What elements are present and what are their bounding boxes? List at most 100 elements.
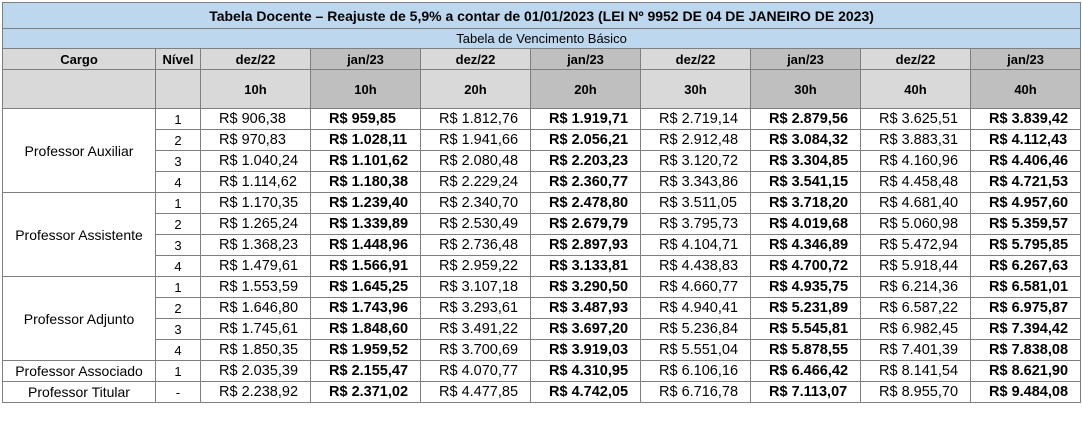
salary-dez22-cell: R$ 1.170,35: [200, 192, 311, 214]
salary-jan23-cell: R$ 1.919,71: [530, 108, 641, 130]
cargo-header-blank: [2, 69, 156, 109]
salary-jan23-cell: R$ 6.267,63: [969, 255, 1082, 277]
table-row: Professor Auxiliar 1 R$ 906,38 R$ 959,85 R$ …: [2, 108, 1082, 193]
salary-dez22-cell: R$ 2.959,22: [420, 255, 531, 277]
table-subtitle: Tabela de Vencimento Básico: [1, 28, 1082, 49]
salary-dez22-cell: R$ 2.530,49: [420, 213, 531, 235]
month-header: jan/23: [969, 48, 1082, 70]
nivel-header-blank: [155, 69, 201, 109]
cargo-cell: Professor Assistente: [2, 192, 156, 277]
nivel-cell: 3: [155, 150, 201, 172]
salary-jan23-cell: R$ 2.679,79: [530, 213, 641, 235]
salary-dez22-cell: R$ 1.553,59: [200, 276, 311, 298]
hours-header: 10h: [310, 69, 421, 109]
salary-jan23-cell: R$ 1.448,96: [310, 234, 421, 256]
table-row: Professor Titular - R$ 2.238,92 R$ 2.371,02…: [2, 381, 1082, 403]
nivel-cell: 1: [155, 192, 201, 214]
salary-jan23-cell: R$ 7.113,07: [750, 381, 861, 403]
salary-dez22-cell: R$ 1.941,66: [420, 129, 531, 151]
salary-jan23-cell: R$ 1.339,89: [310, 213, 421, 235]
salary-dez22-cell: R$ 2.912,48: [640, 129, 751, 151]
hours-header: 40h: [860, 69, 971, 109]
table-row: 3 R$ 1.368,23 R$ 1.448,96 R$ 2.736,48 R$ 2.8…: [3, 234, 1082, 256]
nivel-cell: 1: [155, 276, 201, 298]
salary-dez22-cell: R$ 4.940,41: [640, 297, 751, 319]
salary-dez22-cell: R$ 4.070,77: [420, 360, 531, 382]
cargo-header: Cargo: [2, 48, 156, 70]
salary-dez22-cell: R$ 1.850,35: [200, 339, 311, 361]
salary-jan23-cell: R$ 4.310,95: [530, 360, 641, 382]
salary-jan23-cell: R$ 2.155,47: [310, 360, 421, 382]
table-title: Tabela Docente – Reajuste de 5,9% a cont…: [1, 2, 1082, 29]
salary-jan23-cell: R$ 3.304,85: [750, 150, 861, 172]
salary-jan23-cell: R$ 2.371,02: [310, 381, 421, 403]
table-row: Professor Adjunto 1 R$ 1.553,59 R$ 1.645,25…: [2, 276, 1082, 361]
salary-dez22-cell: R$ 3.120,72: [640, 150, 751, 172]
salary-jan23-cell: R$ 3.290,50: [530, 276, 641, 298]
salary-dez22-cell: R$ 8.141,54: [860, 360, 971, 382]
nivel-cell: 1: [155, 108, 201, 130]
salary-jan23-cell: R$ 1.101,62: [310, 150, 421, 172]
salary-dez22-cell: R$ 1.646,80: [200, 297, 311, 319]
table-row: 3 R$ 1.040,24 R$ 1.101,62 R$ 2.080,48 R$ 2.2…: [3, 150, 1082, 172]
salary-jan23-cell: R$ 8.621,90: [969, 360, 1082, 382]
nivel-cell: 2: [155, 129, 201, 151]
salary-jan23-cell: R$ 5.545,81: [750, 318, 861, 340]
salary-jan23-cell: R$ 3.919,03: [530, 339, 641, 361]
nivel-cell: 1: [155, 360, 201, 382]
salary-dez22-cell: R$ 2.340,70: [420, 192, 531, 214]
salary-jan23-cell: R$ 1.239,40: [310, 192, 421, 214]
salary-dez22-cell: R$ 4.458,48: [860, 171, 971, 193]
salary-dez22-cell: R$ 1.812,76: [420, 108, 531, 130]
salary-jan23-cell: R$ 1.959,52: [310, 339, 421, 361]
month-header: jan/23: [750, 48, 861, 70]
salary-jan23-cell: R$ 2.056,21: [530, 129, 641, 151]
month-header: dez/22: [420, 48, 531, 70]
salary-jan23-cell: R$ 9.484,08: [969, 381, 1082, 403]
salary-dez22-cell: R$ 4.477,85: [420, 381, 531, 403]
salary-jan23-cell: R$ 4.019,68: [750, 213, 861, 235]
salary-dez22-cell: R$ 1.745,61: [200, 318, 311, 340]
salary-jan23-cell: R$ 5.795,85: [969, 234, 1082, 256]
salary-dez22-cell: R$ 2.238,92: [200, 381, 311, 403]
salary-dez22-cell: R$ 3.700,69: [420, 339, 531, 361]
nivel-cell: -: [155, 381, 201, 403]
salary-dez22-cell: R$ 1.114,62: [200, 171, 311, 193]
hours-header: 20h: [530, 69, 641, 109]
salary-dez22-cell: R$ 6.982,45: [860, 318, 971, 340]
nivel-cell: 4: [155, 171, 201, 193]
month-header: dez/22: [640, 48, 751, 70]
salary-jan23-cell: R$ 6.581,01: [969, 276, 1082, 298]
salary-dez22-cell: R$ 6.587,22: [860, 297, 971, 319]
nivel-cell: 2: [155, 297, 201, 319]
salary-dez22-cell: R$ 906,38: [200, 108, 311, 130]
salary-jan23-cell: R$ 3.541,15: [750, 171, 861, 193]
salary-dez22-cell: R$ 5.551,04: [640, 339, 751, 361]
salary-dez22-cell: R$ 4.104,71: [640, 234, 751, 256]
salary-jan23-cell: R$ 3.839,42: [969, 108, 1082, 130]
salary-jan23-cell: R$ 2.360,77: [530, 171, 641, 193]
hours-header: 40h: [969, 69, 1082, 109]
salary-dez22-cell: R$ 1.040,24: [200, 150, 311, 172]
salary-jan23-cell: R$ 1.743,96: [310, 297, 421, 319]
salary-jan23-cell: R$ 4.935,75: [750, 276, 861, 298]
salary-jan23-cell: R$ 2.879,56: [750, 108, 861, 130]
salary-jan23-cell: R$ 2.478,80: [530, 192, 641, 214]
salary-dez22-cell: R$ 3.511,05: [640, 192, 751, 214]
salary-jan23-cell: R$ 1.566,91: [310, 255, 421, 277]
salary-dez22-cell: R$ 4.438,83: [640, 255, 751, 277]
cargo-cell: Professor Auxiliar: [2, 108, 156, 193]
salary-dez22-cell: R$ 5.060,98: [860, 213, 971, 235]
salary-table: Tabela Docente – Reajuste de 5,9% a cont…: [1, 2, 1082, 403]
salary-dez22-cell: R$ 2.035,39: [200, 360, 311, 382]
table-row: 4 R$ 1.850,35 R$ 1.959,52 R$ 3.700,69 R$ 3.9…: [3, 339, 1082, 361]
salary-dez22-cell: R$ 3.491,22: [420, 318, 531, 340]
nivel-cell: 4: [155, 255, 201, 277]
salary-jan23-cell: R$ 4.721,53: [969, 171, 1082, 193]
salary-jan23-cell: R$ 1.028,11: [310, 129, 421, 151]
month-header: jan/23: [530, 48, 641, 70]
salary-dez22-cell: R$ 3.625,51: [860, 108, 971, 130]
salary-jan23-cell: R$ 3.084,32: [750, 129, 861, 151]
table-row: 2 R$ 1.646,80 R$ 1.743,96 R$ 3.293,61 R$ 3.4…: [3, 297, 1082, 319]
table-row: 4 R$ 1.479,61 R$ 1.566,91 R$ 2.959,22 R$ 3.1…: [3, 255, 1082, 277]
